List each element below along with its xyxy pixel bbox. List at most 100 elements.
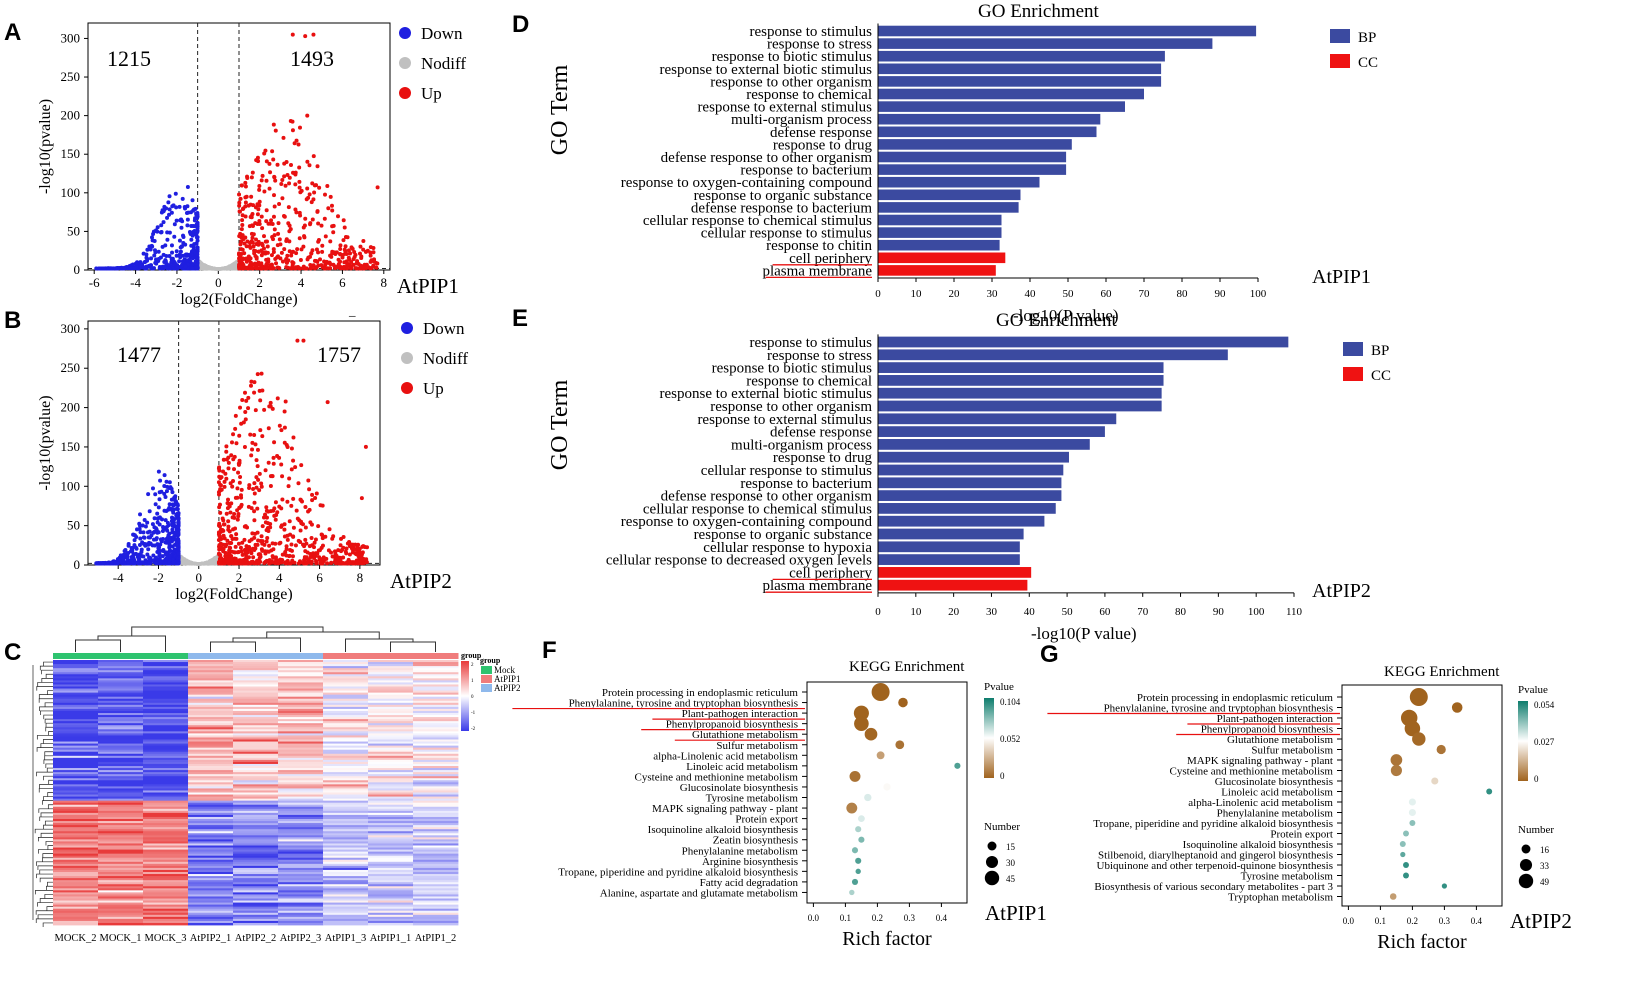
x-tick-label: 50 <box>1062 606 1074 618</box>
heatmap-cell <box>233 833 279 836</box>
up-point <box>255 464 260 469</box>
category-label: Cysteine and methionine metabolism <box>1170 766 1334 778</box>
up-point <box>343 244 348 249</box>
heatmap-cell <box>233 698 279 702</box>
heatmap-cell <box>278 727 324 730</box>
up-point <box>264 266 269 271</box>
down-point <box>147 555 152 560</box>
heatmap-cell <box>53 896 99 899</box>
heatmap-cell <box>188 896 234 899</box>
heatmap-cell <box>233 674 279 677</box>
heatmap-cell <box>143 704 189 708</box>
up-point <box>343 234 348 239</box>
up-point <box>350 246 355 251</box>
heatmap-cell <box>188 898 234 901</box>
heatmap-cell <box>53 690 99 694</box>
heatmap-cell <box>323 766 369 769</box>
column-label: AtPIP1_2 <box>415 933 456 944</box>
legend-swatch-bp <box>1330 29 1350 43</box>
bar <box>878 528 1024 540</box>
heatmap-cell <box>413 837 459 840</box>
up-point <box>271 461 276 466</box>
heatmap-cell <box>98 908 144 912</box>
bubble <box>895 740 905 750</box>
up-point <box>240 540 245 545</box>
heatmap-cell <box>233 670 279 673</box>
heatmap-cell <box>233 902 279 906</box>
heatmap-cell <box>413 823 459 826</box>
down-point <box>181 241 186 246</box>
up-count: 1493 <box>290 46 334 71</box>
down-point <box>142 535 147 540</box>
dendrogram-branch <box>40 832 53 838</box>
heatmap-cell <box>368 753 414 757</box>
heatmap-cell <box>98 735 144 738</box>
heatmap-cell <box>233 922 279 926</box>
heatmap-cell <box>98 855 144 859</box>
heatmap-cell <box>143 861 189 865</box>
heatmap-cell <box>188 816 234 820</box>
up-point <box>252 518 257 523</box>
down-point <box>162 264 167 269</box>
down-point <box>153 492 158 497</box>
heatmap-cell <box>233 737 279 740</box>
up-point <box>309 266 314 271</box>
heatmap-cell <box>53 808 99 812</box>
heatmap-cell <box>53 859 99 863</box>
heatmap-cell <box>143 867 189 871</box>
heatmap-cell <box>143 863 189 867</box>
up-point <box>247 264 252 269</box>
heatmap-cell <box>233 798 279 802</box>
bubble <box>864 727 878 741</box>
up-point <box>275 396 280 401</box>
heatmap-cell <box>368 816 414 820</box>
down-point <box>169 256 174 261</box>
up-point <box>228 510 233 515</box>
heatmap-cell <box>233 788 279 791</box>
heatmap-cell <box>188 721 234 724</box>
nodiff-point <box>218 267 222 271</box>
heatmap-cell <box>233 837 279 840</box>
heatmap-cell <box>278 788 324 791</box>
heatmap-cell <box>233 872 279 875</box>
x-tick-label: -2 <box>172 275 183 290</box>
up-point <box>271 237 276 242</box>
heatmap-cell <box>368 839 414 842</box>
heatmap-cell <box>188 731 234 734</box>
heatmap-cell <box>53 837 99 840</box>
heatmap-cell <box>413 865 459 869</box>
up-point <box>273 500 278 505</box>
heatmap-cell <box>233 770 279 773</box>
heatmap-cell <box>143 825 189 828</box>
heatmap-cell <box>233 774 279 777</box>
up-point <box>290 119 295 124</box>
heatmap-cell <box>368 802 414 806</box>
down-point <box>192 229 197 234</box>
down-point <box>178 249 183 254</box>
pvalue-tick: 0.052 <box>1000 734 1020 744</box>
heatmap-cell <box>188 692 234 696</box>
dendrogram-branch <box>47 792 53 797</box>
up-point <box>310 217 315 222</box>
heatmap-cell <box>278 880 324 883</box>
heatmap-cell <box>368 872 414 875</box>
heatmap-cell <box>413 853 459 857</box>
up-point <box>232 515 237 520</box>
heatmap-cell <box>413 662 459 665</box>
heatmap-cell <box>143 670 189 673</box>
heatmap-cell <box>413 700 459 704</box>
heatmap-cell <box>323 831 369 834</box>
up-point <box>375 261 380 266</box>
up-point <box>232 550 237 555</box>
heatmap-cell <box>368 912 414 916</box>
up-point <box>320 249 325 254</box>
heatmap-cell <box>368 878 414 881</box>
heatmap-cell <box>368 725 414 728</box>
category-label: response to drug <box>773 137 873 153</box>
up-point <box>247 539 252 544</box>
heatmap-cell <box>368 867 414 871</box>
up-point <box>216 480 221 485</box>
heatmap-cell <box>233 853 279 857</box>
heatmap-cell <box>143 717 189 720</box>
heatmap-cell <box>53 717 99 720</box>
